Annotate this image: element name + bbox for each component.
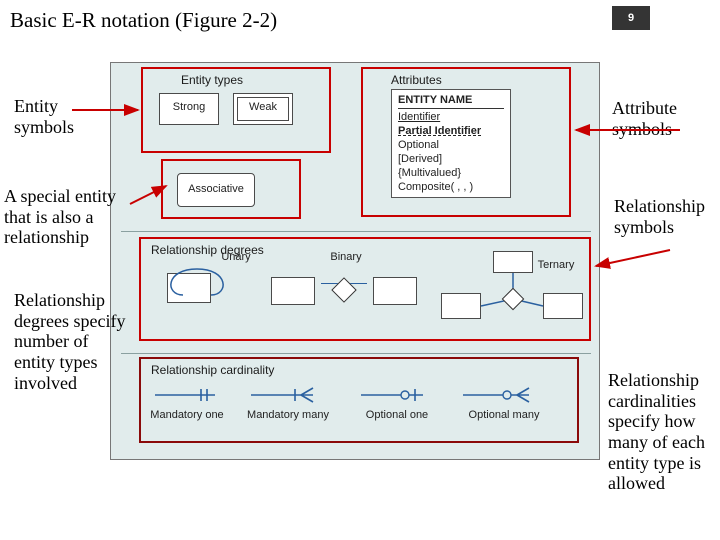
ternary-lines <box>441 249 591 327</box>
diagram-panel: Entity types Attributes Strong Weak Asso… <box>110 62 600 460</box>
card-opt-one <box>361 385 441 405</box>
attr-optional: Optional <box>398 138 504 152</box>
annot-attribute-symbols: Attribute symbols <box>612 98 677 139</box>
label-associative: Associative <box>177 183 255 195</box>
card-mand-one <box>155 385 225 405</box>
annot-special-entity: A special entity that is also a relation… <box>4 186 116 248</box>
annot-cardinalities-specify: Relationship cardinalities specify how m… <box>608 370 705 494</box>
label-mand-many: Mandatory many <box>243 409 333 421</box>
box-attribute-list: ENTITY NAME Identifier Partial Identifie… <box>391 89 511 198</box>
label-binary: Binary <box>321 251 371 263</box>
label-strong: Strong <box>159 101 219 113</box>
binary-entity-a <box>271 277 315 305</box>
attr-composite: Composite( , , ) <box>398 180 504 194</box>
binary-entity-b <box>373 277 417 305</box>
label-weak: Weak <box>233 101 293 113</box>
annot-degrees-specify: Relationship degrees specify number of e… <box>14 290 125 393</box>
card-opt-many <box>463 385 553 405</box>
separator-1 <box>121 231 591 232</box>
separator-2 <box>121 353 591 354</box>
label-mand-one: Mandatory one <box>147 409 227 421</box>
attr-partial-identifier: Partial Identifier <box>398 124 504 138</box>
card-mand-many <box>251 385 331 405</box>
page-number-badge: 9 <box>612 6 650 30</box>
page-title: Basic E-R notation (Figure 2-2) <box>10 8 277 33</box>
label-opt-one: Optional one <box>357 409 437 421</box>
annot-relationship-symbols: Relationship symbols <box>614 196 705 237</box>
attr-identifier: Identifier <box>398 110 504 124</box>
unary-loop <box>167 259 237 319</box>
annot-entity-symbols: Entity symbols <box>14 96 74 137</box>
attr-derived: [Derived] <box>398 152 504 166</box>
label-opt-many: Optional many <box>461 409 547 421</box>
attr-entity-name: ENTITY NAME <box>398 93 504 109</box>
attr-multivalued: {Multivalued} <box>398 166 504 180</box>
